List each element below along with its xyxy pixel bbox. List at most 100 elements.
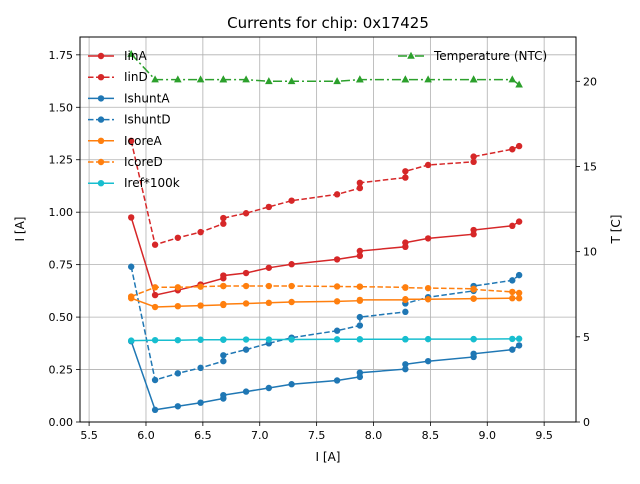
data-point-iind: [220, 220, 227, 227]
data-point-ishunta: [333, 377, 341, 384]
data-point-ishuntd: [509, 277, 516, 284]
data-point-icored: [470, 286, 477, 293]
data-point-ishuntd: [174, 370, 182, 377]
data-point-temperature-ntc: [151, 75, 159, 83]
data-point-temperature-ntc: [356, 75, 364, 83]
data-point-iref-100k: [127, 337, 135, 344]
y-tick-label: 1.75: [49, 49, 74, 62]
data-point-ishuntd: [515, 271, 523, 279]
x-tick-label: 9.5: [535, 429, 553, 442]
data-point-ishunta: [242, 388, 250, 395]
data-point-icorea: [509, 295, 516, 302]
data-point-iref-100k: [402, 335, 409, 343]
data-point-ishunta: [515, 342, 523, 349]
legend-swatch-marker: [97, 52, 105, 60]
data-point-iind: [197, 228, 204, 236]
legend-label: IshuntD: [124, 113, 171, 127]
x-tick-label: 8.5: [422, 429, 440, 442]
data-point-iref-100k: [151, 336, 159, 344]
data-point-iind: [470, 153, 477, 160]
data-point-icorea: [424, 296, 432, 303]
data-point-icored: [424, 284, 432, 292]
y2-axis-ticks: 0 5 10 15 20: [576, 75, 597, 429]
data-point-iref-100k: [288, 336, 295, 343]
data-point-icorea: [288, 298, 295, 306]
legend-swatch-marker: [97, 74, 105, 81]
data-point-iref-100k: [197, 336, 204, 343]
data-point-iind: [220, 214, 227, 222]
data-point-iina: [356, 247, 364, 255]
data-point-ishuntd: [197, 364, 204, 372]
series-iref-100k: [127, 335, 523, 344]
y-axis-label: I [A]: [13, 217, 27, 242]
data-point-icorea: [515, 295, 523, 302]
data-point-iind: [151, 241, 159, 248]
legend-label: IshuntA: [124, 91, 170, 105]
data-point-icored: [197, 283, 204, 290]
x-tick-label: 7.5: [308, 429, 326, 442]
data-point-icorea: [151, 303, 159, 311]
y-tick-label: 0.00: [49, 416, 74, 429]
data-point-iina: [242, 269, 250, 277]
data-point-icorea: [242, 300, 250, 307]
data-point-iref-100k: [424, 335, 432, 343]
data-point-ishuntd: [356, 313, 364, 321]
data-point-iina: [356, 252, 364, 260]
legend-label: IinA: [124, 49, 147, 63]
data-point-ishunta: [402, 361, 409, 368]
data-point-iref-100k: [515, 335, 523, 342]
legend-entry-iind: IinD: [88, 70, 148, 84]
data-point-icorea: [333, 298, 341, 305]
series-line-icorea: [130, 297, 520, 308]
data-point-iref-100k: [470, 335, 477, 343]
y2-tick-label: 5: [583, 331, 590, 344]
data-point-iina: [333, 256, 341, 263]
data-point-ishunta: [197, 399, 204, 406]
data-point-iina: [127, 214, 135, 221]
data-point-iind: [402, 168, 409, 175]
data-point-icorea: [356, 296, 364, 304]
y2-tick-label: 0: [583, 416, 590, 429]
data-point-icored: [220, 282, 227, 290]
data-point-temperature-ntc: [424, 75, 432, 83]
data-point-iref-100k: [509, 335, 516, 343]
data-point-ishunta: [424, 357, 432, 365]
data-point-temperature-ntc: [265, 77, 273, 85]
legend-label: IcoreD: [124, 155, 163, 169]
data-point-icorea: [197, 302, 204, 309]
data-point-iind: [470, 158, 477, 166]
y-tick-label: 1.25: [49, 154, 74, 167]
data-point-ishuntd: [242, 346, 250, 353]
data-point-iina: [220, 272, 227, 279]
data-point-temperature-ntc: [219, 75, 228, 83]
x-tick-label: 7.0: [251, 429, 269, 442]
data-point-iina: [515, 218, 523, 225]
series-icorea: [127, 295, 523, 311]
legend-entry-temperature-ntc: Temperature (NTC): [398, 49, 547, 63]
data-point-temperature-ntc: [333, 77, 341, 85]
series-layer: [127, 49, 523, 414]
legend-entry-icored: IcoreD: [88, 155, 163, 169]
data-point-icorea: [174, 302, 182, 310]
data-point-temperature-ntc: [127, 49, 135, 57]
x-tick-label: 8.0: [365, 429, 383, 442]
data-point-iref-100k: [174, 336, 182, 344]
legend-label: IinD: [124, 70, 148, 84]
legend-entry-ishuntd: IshuntD: [88, 113, 171, 127]
x-tick-label: 6.5: [194, 429, 212, 442]
data-point-ishunta: [356, 369, 364, 376]
data-point-ishunta: [288, 381, 295, 388]
y-tick-label: 0.25: [49, 364, 74, 377]
x-tick-label: 9.0: [479, 429, 497, 442]
data-point-ishuntd: [333, 327, 341, 334]
data-point-iref-100k: [242, 336, 250, 343]
data-point-temperature-ntc: [287, 77, 296, 85]
data-point-iref-100k: [333, 336, 341, 343]
data-point-temperature-ntc: [469, 75, 478, 83]
series-iind: [127, 137, 523, 248]
data-point-temperature-ntc: [508, 75, 517, 83]
data-point-iina: [151, 291, 159, 299]
chart-title: Currents for chip: 0x17425: [227, 14, 429, 32]
y2-tick-label: 10: [583, 246, 597, 259]
data-point-temperature-ntc: [242, 75, 250, 83]
